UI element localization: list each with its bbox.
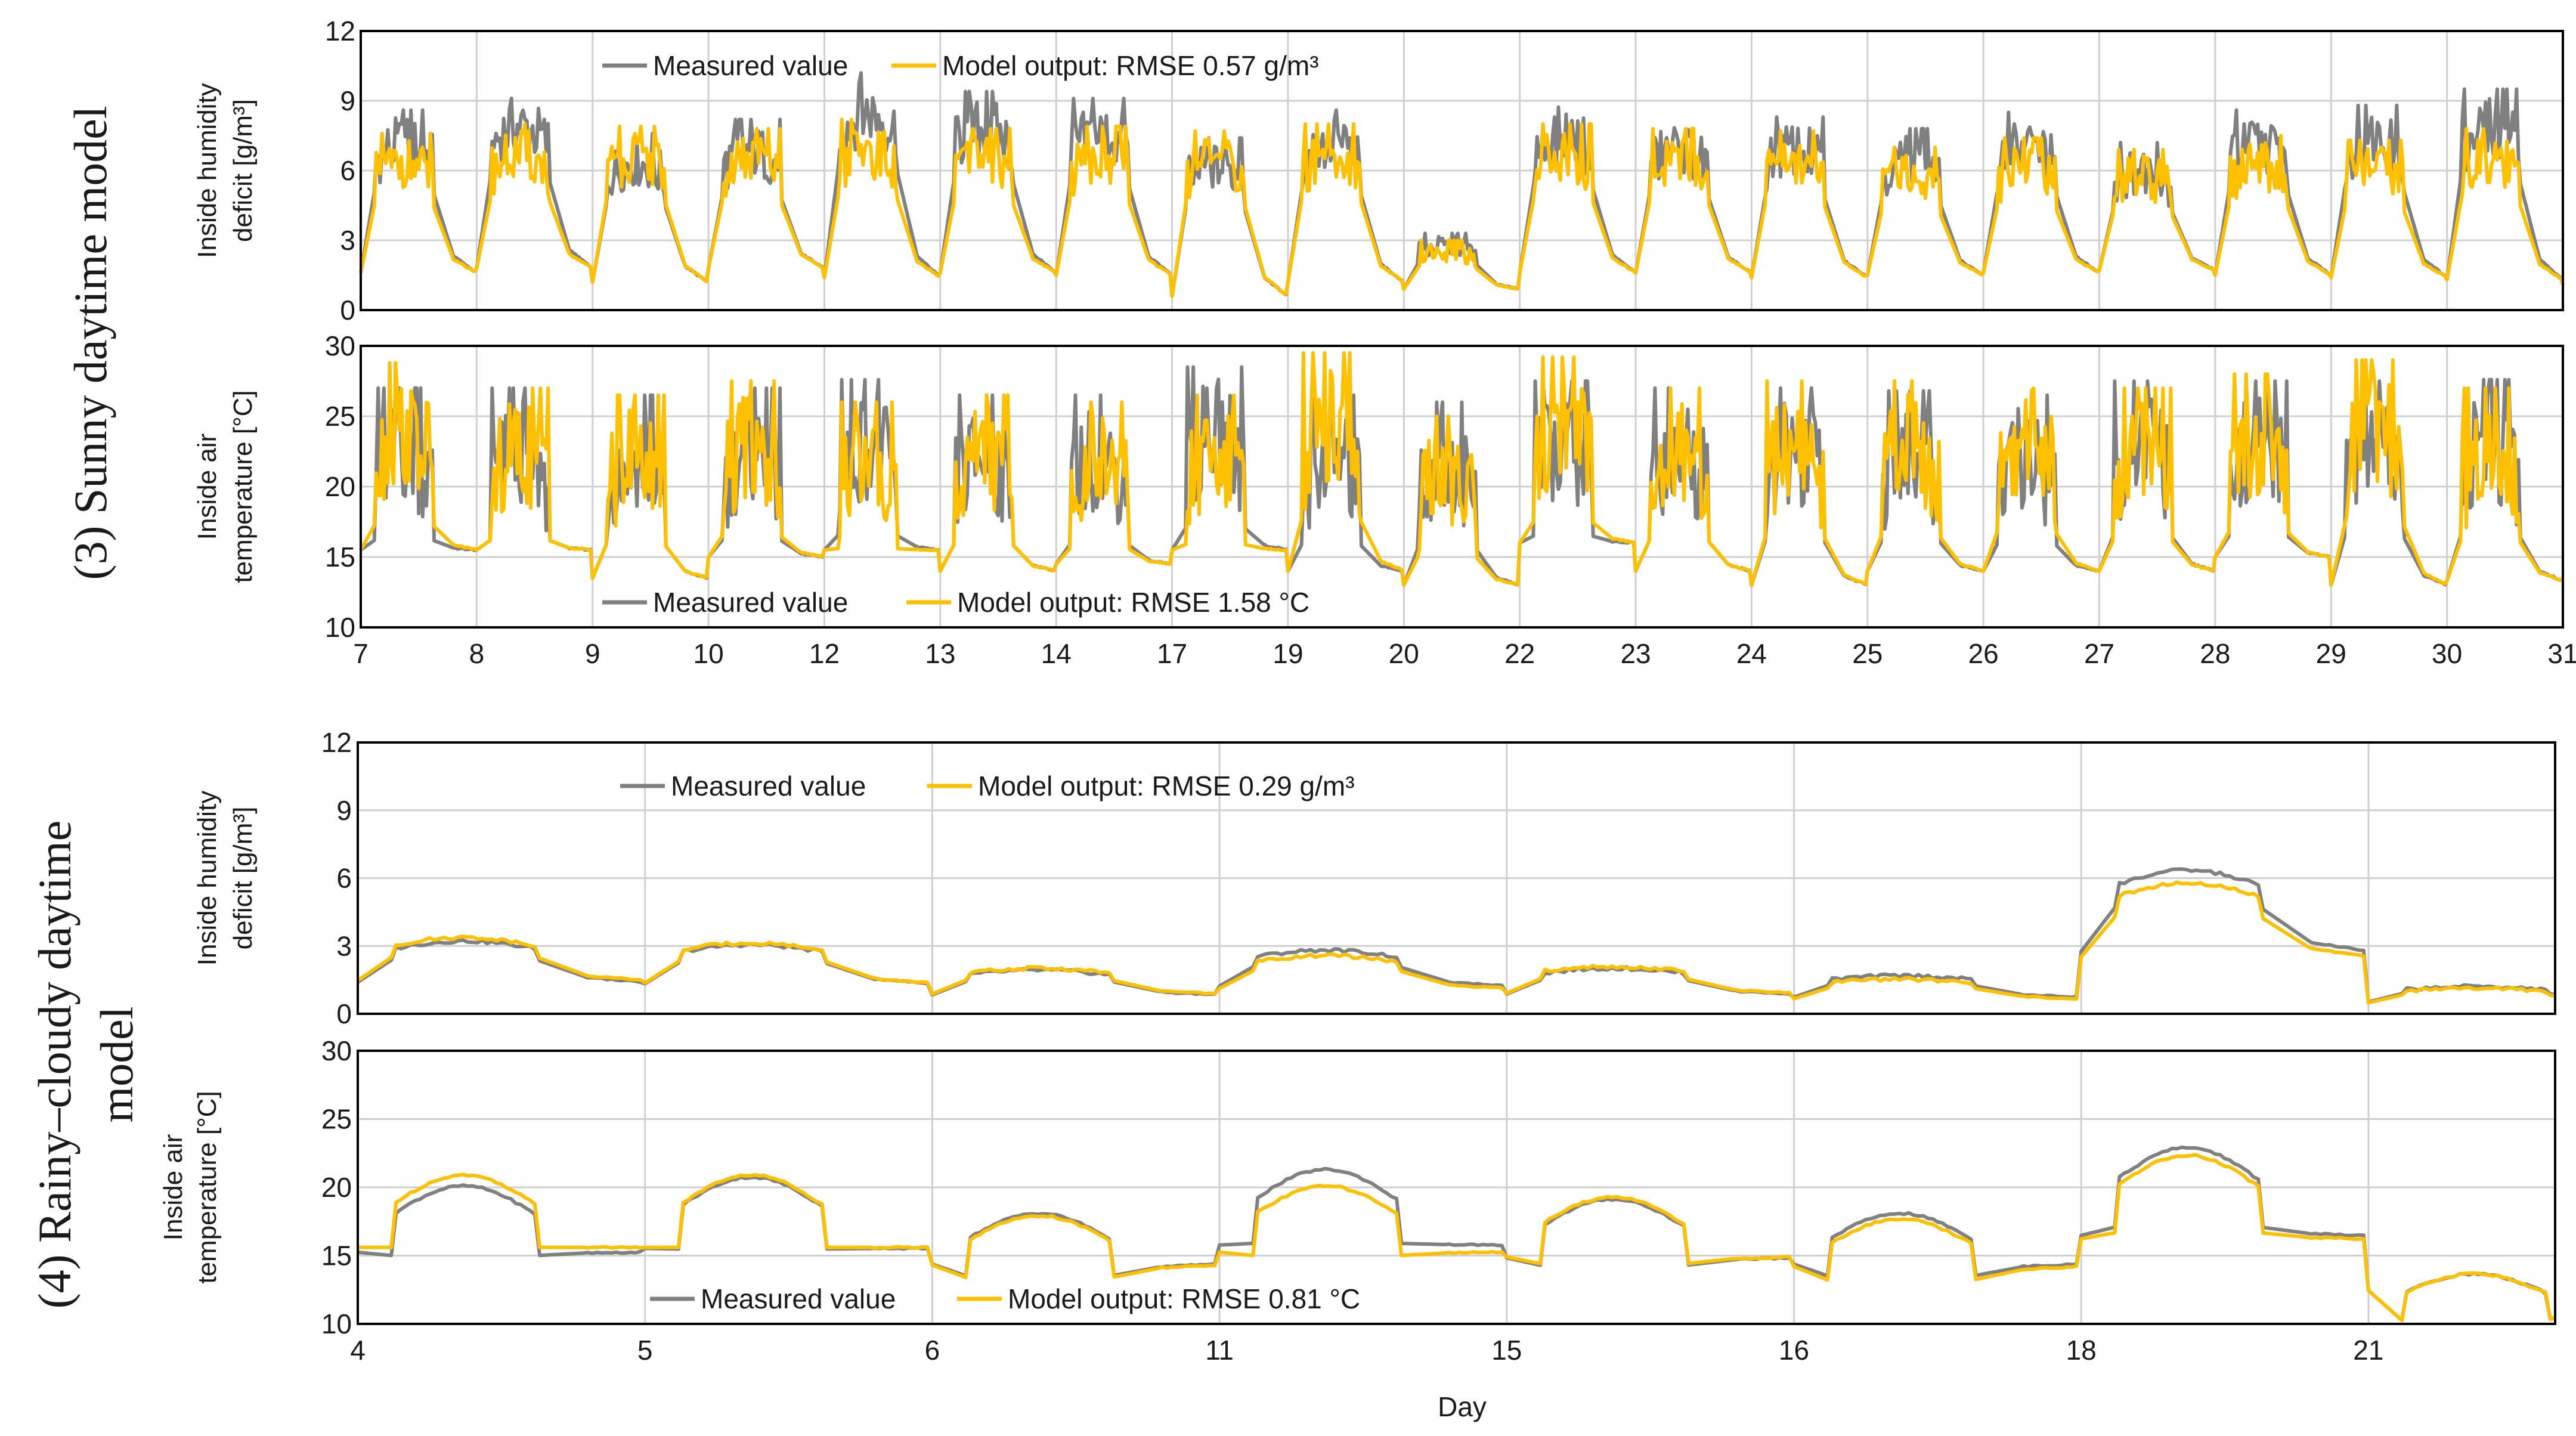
series-measured-line bbox=[357, 1145, 2556, 1322]
x-tick-label: 25 bbox=[1852, 638, 1883, 669]
legend-model-label: Model output: RMSE 1.58 °C bbox=[957, 587, 1309, 618]
x-tick-label: 28 bbox=[2200, 638, 2230, 669]
x-tick-label: 13 bbox=[925, 638, 955, 669]
legend-model-label: Model output: RMSE 0.29 g/m³ bbox=[978, 770, 1355, 801]
plot-frame bbox=[360, 345, 2564, 629]
section-label-rainy-line1: (4) Rainy–cloudy daytime bbox=[29, 821, 80, 1309]
y-tick-label: 20 bbox=[325, 471, 355, 502]
y-tick-label: 12 bbox=[325, 16, 355, 47]
y-axis-label-line2: temperature [°C] bbox=[193, 1091, 222, 1283]
y-tick-label: 3 bbox=[336, 930, 352, 961]
legend-measured-label: Measured value bbox=[671, 770, 866, 801]
chart-rainy-humidity: 0 3 6 9 12 Inside humidity deficit [g/m³] Measu… bbox=[193, 727, 2556, 1029]
x-tick-label: 12 bbox=[809, 638, 840, 669]
y-tick-label: 0 bbox=[336, 998, 352, 1029]
y-tick-label: 30 bbox=[321, 1035, 352, 1066]
y-tick-label: 30 bbox=[325, 330, 355, 361]
x-tick-label: 11 bbox=[1205, 1335, 1234, 1366]
plot-frame bbox=[360, 30, 2564, 311]
y-tick-label: 9 bbox=[340, 85, 355, 116]
x-tick-label: 14 bbox=[1041, 638, 1072, 669]
x-tick-label: 30 bbox=[2432, 638, 2462, 669]
legend-measured-label: Measured value bbox=[653, 587, 848, 618]
plot-frame bbox=[357, 1050, 2556, 1325]
legend-measured-label: Measured value bbox=[653, 50, 848, 81]
chart-sunny-temperature: 10 15 20 25 30 7 8 9 10 12 13 14 17 19 20 22 23 24 25 26 27 2… bbox=[193, 330, 2576, 669]
y-tick-label: 10 bbox=[321, 1308, 352, 1339]
x-tick-label: 22 bbox=[1504, 638, 1535, 669]
plot-frame bbox=[357, 741, 2556, 1015]
x-tick-label: 4 bbox=[350, 1335, 366, 1366]
y-tick-label: 15 bbox=[321, 1240, 352, 1271]
x-tick-label: 16 bbox=[1779, 1335, 1809, 1366]
y-axis-label-line2: temperature [°C] bbox=[228, 390, 258, 583]
x-tick-label: 9 bbox=[585, 638, 600, 669]
section-label-sunny: (3) Sunny daytime model bbox=[64, 106, 116, 580]
legend-model-label: Model output: RMSE 0.57 g/m³ bbox=[942, 50, 1319, 81]
x-tick-label: 17 bbox=[1157, 638, 1187, 669]
x-axis-label: Day bbox=[1438, 1391, 1487, 1422]
section-label-rainy-line2: model bbox=[91, 1007, 143, 1123]
y-tick-label: 20 bbox=[321, 1172, 352, 1203]
y-tick-label: 6 bbox=[340, 155, 355, 186]
x-tick-label: 20 bbox=[1389, 638, 1419, 669]
x-tick-label: 6 bbox=[925, 1335, 940, 1366]
y-axis-label-line1: Inside humidity bbox=[193, 83, 222, 258]
x-tick-label: 27 bbox=[2084, 638, 2114, 669]
y-tick-label: 9 bbox=[336, 795, 352, 826]
x-tick-label: 5 bbox=[637, 1335, 653, 1366]
y-tick-label: 3 bbox=[340, 225, 355, 256]
y-tick-label: 10 bbox=[325, 612, 355, 643]
x-tick-label: 15 bbox=[1491, 1335, 1522, 1366]
y-axis-label-line2: deficit [g/m³] bbox=[228, 99, 258, 242]
y-tick-label: 25 bbox=[321, 1104, 352, 1135]
x-tick-label: 18 bbox=[2066, 1335, 2097, 1366]
series-model-line bbox=[359, 117, 2565, 298]
series-model-line bbox=[357, 880, 2556, 1005]
series-model-line bbox=[358, 1153, 2556, 1322]
legend-measured-label: Measured value bbox=[701, 1283, 896, 1314]
series-model-line bbox=[359, 351, 2565, 587]
x-tick-label: 31 bbox=[2547, 638, 2576, 669]
x-tick-label: 21 bbox=[2353, 1335, 2383, 1366]
chart-rainy-temperature: 10 15 20 25 30 4 5 6 11 15 16 18 21 Inside air tempera… bbox=[159, 1035, 2556, 1366]
x-tick-label: 29 bbox=[2316, 638, 2346, 669]
y-axis-label-line1: Inside air bbox=[159, 1134, 188, 1241]
x-tick-label: 19 bbox=[1272, 638, 1303, 669]
y-axis-label-line2: deficit [g/m³] bbox=[228, 807, 258, 950]
x-tick-label: 24 bbox=[1736, 638, 1767, 669]
y-tick-label: 0 bbox=[340, 295, 355, 326]
legend-model-label: Model output: RMSE 0.81 °C bbox=[1008, 1283, 1360, 1314]
x-tick-label: 23 bbox=[1620, 638, 1651, 669]
y-axis-label-line1: Inside humidity bbox=[193, 791, 222, 965]
y-tick-label: 25 bbox=[325, 401, 355, 432]
y-tick-label: 6 bbox=[336, 863, 352, 894]
x-tick-label: 10 bbox=[693, 638, 724, 669]
y-tick-label: 15 bbox=[325, 541, 355, 572]
x-tick-label: 8 bbox=[469, 638, 485, 669]
x-tick-label: 7 bbox=[353, 638, 369, 669]
y-axis-label-line1: Inside air bbox=[193, 434, 222, 540]
chart-sunny-humidity: 0 3 6 9 12 Inside humidity deficit [g/m³] Measu… bbox=[193, 16, 2565, 326]
y-tick-label: 12 bbox=[321, 727, 352, 758]
x-tick-label: 26 bbox=[1968, 638, 1999, 669]
